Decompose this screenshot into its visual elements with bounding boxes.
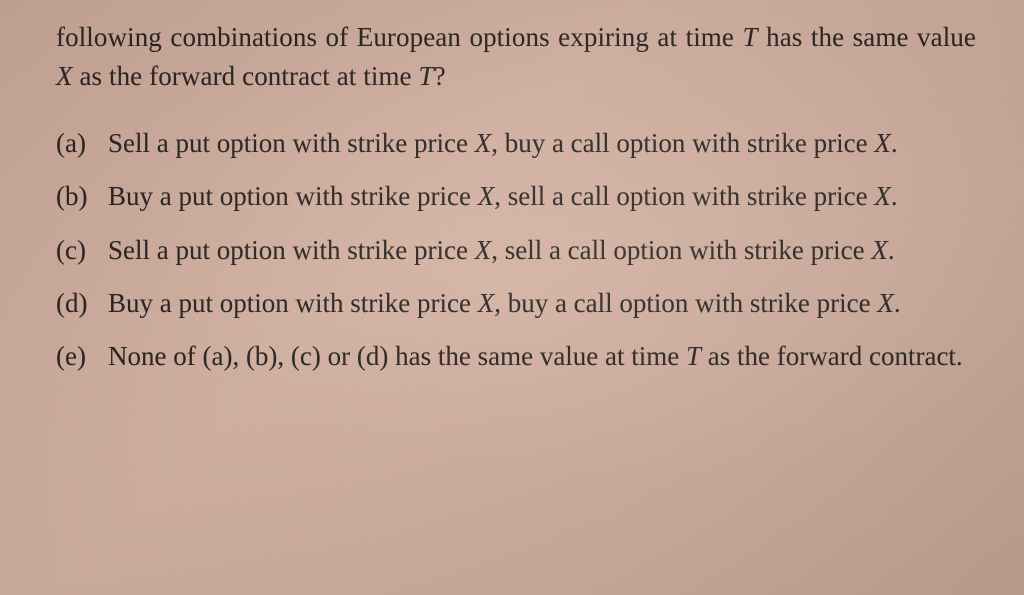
opt-a-t3: . xyxy=(891,128,898,158)
opt-c-t2: , sell a call option with strike price xyxy=(491,235,871,265)
option-c: (c) Sell a put option with strike price … xyxy=(56,231,976,270)
opt-b-v1: X xyxy=(478,181,495,211)
opt-c-v2: X xyxy=(871,235,888,265)
stem-var-T1: T xyxy=(742,22,757,52)
stem-text-3: as the forward contract at time xyxy=(73,61,419,91)
stem-var-X: X xyxy=(56,61,73,91)
opt-b-t3: . xyxy=(891,181,898,211)
opt-d-v1: X xyxy=(478,288,495,318)
stem-text-4: ? xyxy=(434,61,446,91)
opt-e-t2: as the forward contract. xyxy=(701,341,963,371)
stem-text-2: has the same value xyxy=(758,22,976,52)
option-label: (d) xyxy=(56,284,108,323)
option-label: (e) xyxy=(56,337,108,376)
question-stem: following combinations of European optio… xyxy=(56,18,976,96)
option-text: Sell a put option with strike price X, s… xyxy=(108,231,976,270)
opt-c-v1: X xyxy=(475,235,492,265)
opt-a-t2: , buy a call option with strike price xyxy=(491,128,874,158)
opt-a-v1: X xyxy=(475,128,492,158)
opt-c-t3: . xyxy=(888,235,895,265)
option-text: Buy a put option with strike price X, bu… xyxy=(108,284,976,323)
option-label: (b) xyxy=(56,177,108,216)
stem-var-T2: T xyxy=(419,61,434,91)
opt-c-t1: Sell a put option with strike price xyxy=(108,235,475,265)
opt-b-t1: Buy a put option with strike price xyxy=(108,181,478,211)
option-text: None of (a), (b), (c) or (d) has the sam… xyxy=(108,337,976,376)
option-list: (a) Sell a put option with strike price … xyxy=(56,124,976,376)
option-text: Buy a put option with strike price X, se… xyxy=(108,177,976,216)
option-d: (d) Buy a put option with strike price X… xyxy=(56,284,976,323)
opt-d-v2: X xyxy=(877,288,894,318)
opt-e-t1: None of (a), (b), (c) or (d) has the sam… xyxy=(108,341,686,371)
option-text: Sell a put option with strike price X, b… xyxy=(108,124,976,163)
opt-e-v1: T xyxy=(686,341,701,371)
option-b: (b) Buy a put option with strike price X… xyxy=(56,177,976,216)
opt-d-t3: . xyxy=(894,288,901,318)
question-page: following combinations of European optio… xyxy=(0,0,1024,595)
option-e: (e) None of (a), (b), (c) or (d) has the… xyxy=(56,337,976,376)
option-label: (c) xyxy=(56,231,108,270)
opt-b-t2: , sell a call option with strike price xyxy=(494,181,874,211)
opt-d-t2: , buy a call option with strike price xyxy=(494,288,877,318)
opt-a-t1: Sell a put option with strike price xyxy=(108,128,475,158)
option-a: (a) Sell a put option with strike price … xyxy=(56,124,976,163)
stem-text-1: following combinations of European optio… xyxy=(56,22,742,52)
option-label: (a) xyxy=(56,124,108,163)
opt-b-v2: X xyxy=(874,181,891,211)
opt-a-v2: X xyxy=(874,128,891,158)
opt-d-t1: Buy a put option with strike price xyxy=(108,288,478,318)
